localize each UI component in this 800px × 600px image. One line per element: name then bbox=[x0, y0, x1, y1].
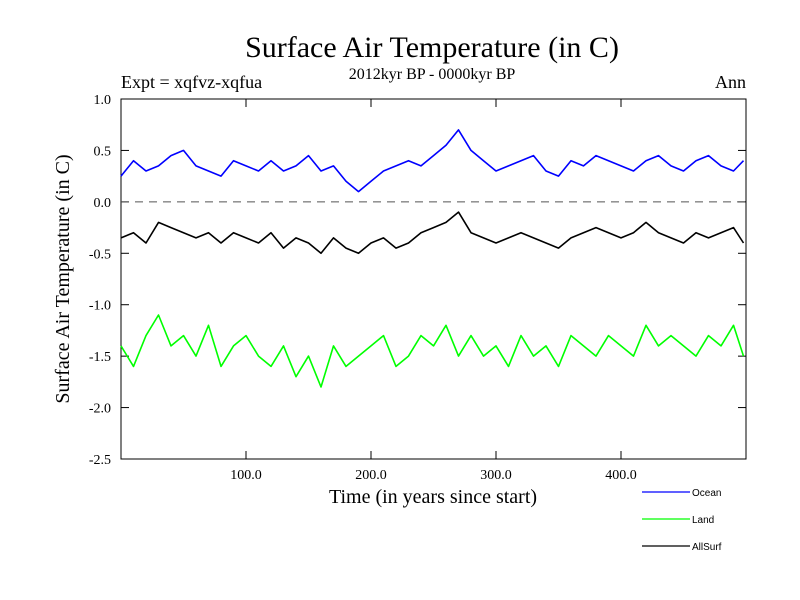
plot-frame bbox=[120, 98, 747, 460]
y-tick-label: 0.0 bbox=[94, 196, 112, 211]
series-lines bbox=[120, 129, 745, 388]
y-tick-label: 1.0 bbox=[94, 93, 112, 108]
y-axis-label: Surface Air Temperature (in C) bbox=[52, 154, 74, 403]
legend-label-land: Land bbox=[692, 515, 714, 526]
y-tick-label: -1.5 bbox=[89, 350, 111, 365]
x-tick-label: 300.0 bbox=[480, 468, 512, 483]
chart-subtitle: 2012kyr BP - 0000kyr BP bbox=[349, 66, 516, 83]
x-axis-label: Time (in years since start) bbox=[329, 486, 537, 508]
y-tick-label: -1.0 bbox=[89, 299, 111, 314]
x-tick-label: 400.0 bbox=[605, 468, 637, 483]
y-tick-label: -0.5 bbox=[89, 247, 111, 262]
x-tick-label: 100.0 bbox=[230, 468, 262, 483]
legend: Ocean Land AllSurf bbox=[642, 488, 722, 553]
x-tick-label: 200.0 bbox=[355, 468, 387, 483]
y-tick-label: -2.0 bbox=[89, 402, 111, 417]
y-tick-label: 0.5 bbox=[94, 144, 112, 159]
series-line-land bbox=[120, 314, 745, 388]
y-axis: -2.5 -2.0 -1.5 -1.0 -0.5 0.0 0.5 1.0 bbox=[89, 93, 746, 468]
experiment-label: Expt = xqfvz-xqfua bbox=[121, 72, 262, 92]
chart-title: Surface Air Temperature (in C) bbox=[245, 31, 619, 64]
season-label: Ann bbox=[715, 72, 746, 92]
legend-label-ocean: Ocean bbox=[692, 488, 721, 499]
series-line-allsurf bbox=[120, 211, 745, 255]
x-axis: 100.0 200.0 300.0 400.0 bbox=[230, 99, 637, 483]
legend-label-allsurf: AllSurf bbox=[692, 542, 722, 553]
y-tick-label: -2.5 bbox=[89, 453, 111, 468]
series-line-ocean bbox=[120, 129, 745, 193]
